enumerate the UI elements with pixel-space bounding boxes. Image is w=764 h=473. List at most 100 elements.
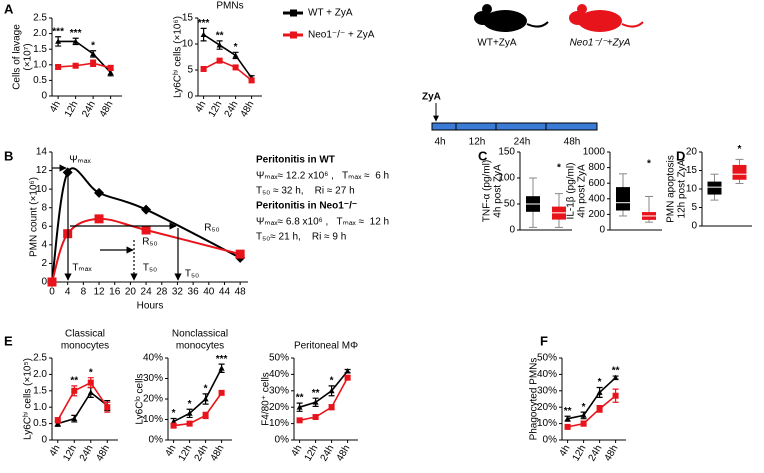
x-tick-label: 12h — [177, 443, 195, 463]
x-tick-label: 48h — [603, 443, 621, 463]
y-tick-label: 600 — [588, 178, 605, 189]
marker — [216, 42, 223, 48]
x-tick-label: 12h — [207, 99, 225, 119]
x-tick-label: 12h — [63, 99, 81, 119]
marker — [216, 57, 223, 64]
y-tick-label: 20 — [686, 147, 698, 158]
y-tick-label: 10 — [686, 184, 698, 195]
significance: *** — [52, 26, 64, 37]
series-line — [567, 395, 617, 428]
x-tick-label: 0 — [49, 287, 55, 298]
marker — [141, 225, 151, 235]
marker — [218, 365, 225, 371]
y-tick-label: 2.5 — [33, 353, 47, 364]
marker — [232, 64, 239, 71]
y-tick-label: 0 — [599, 225, 605, 236]
note: Peritonitis in WT — [256, 155, 335, 166]
y-tick-label: 150 — [498, 147, 515, 158]
y-tick-label: 0 — [509, 225, 515, 236]
box — [707, 181, 722, 195]
y-axis-label: Ly6Cʰⁱ cells (×10⁵) — [23, 358, 34, 440]
y-axis-label: IL-1β (pg/ml) — [566, 163, 577, 220]
y-tick-label: 800 — [588, 162, 605, 173]
marker — [612, 392, 619, 399]
x-tick-label: 48 — [235, 287, 247, 298]
annotation: T₅₀ — [143, 263, 157, 274]
marker — [580, 412, 587, 418]
panel-label: E — [4, 333, 13, 348]
y-tick-label: 30% — [143, 373, 163, 384]
y-tick-label: 50% — [269, 353, 289, 364]
y-tick-label: 2.5 — [33, 13, 47, 24]
significance: * — [204, 384, 208, 395]
marker — [71, 415, 78, 422]
significance: * — [647, 158, 651, 169]
chart-title: monocytes — [176, 341, 224, 352]
marker — [54, 417, 61, 424]
y-tick-label: 10% — [537, 418, 557, 429]
y-tick-label: 1000 — [583, 147, 606, 158]
note: T₅₀≈ 21 h, Ri ≈ 9 h — [256, 232, 346, 243]
timeline-label: 24h — [514, 137, 531, 148]
y-tick-label: 20% — [269, 402, 289, 413]
series-line — [58, 40, 112, 74]
x-tick-label: 4h — [289, 443, 304, 458]
legend-swatch — [290, 31, 297, 39]
marker — [296, 404, 303, 410]
y-axis-label: PMN apoptosis — [666, 155, 677, 223]
marker — [72, 62, 79, 69]
marker — [248, 77, 255, 84]
marker — [71, 387, 78, 394]
marker — [170, 418, 177, 424]
x-axis-label: Hours — [137, 301, 164, 312]
series-line — [58, 62, 111, 69]
y-axis-label: 4h post ZyA — [577, 164, 588, 218]
annotation: T₅₀ — [185, 269, 199, 280]
y-tick-label: 30% — [269, 385, 289, 396]
marker — [94, 214, 104, 224]
injection-label: ZyA — [422, 92, 441, 103]
timeline-label: 48h — [564, 137, 581, 148]
marker — [90, 60, 97, 67]
significance: ** — [216, 31, 224, 42]
x-tick-label: 44 — [219, 287, 231, 298]
marker — [200, 65, 207, 72]
x-tick-label: 24h — [319, 443, 337, 463]
significance: *** — [216, 354, 228, 365]
y-tick-label: 0% — [275, 435, 290, 446]
significance: * — [234, 42, 238, 53]
y-tick-label: 8 — [41, 202, 47, 213]
marker — [596, 405, 603, 412]
y-tick-label: 100 — [498, 173, 515, 184]
marker — [218, 389, 225, 396]
significance: * — [330, 376, 334, 387]
significance: *** — [70, 28, 82, 39]
significance: ** — [70, 376, 78, 387]
series-line — [203, 33, 253, 79]
significance: * — [89, 367, 93, 378]
mouse-label: WT+ZyA — [477, 38, 516, 49]
y-axis-label: Ly6Cʰⁱ cells (×10⁶) — [173, 16, 184, 98]
box — [616, 187, 630, 211]
series-line — [299, 370, 349, 408]
legend-label: WT + ZyA — [308, 8, 353, 19]
y-tick-label: 0 — [187, 91, 193, 102]
x-tick-label: 12h — [571, 443, 589, 463]
panel-label: B — [4, 148, 13, 163]
panel-label: F — [540, 333, 548, 348]
x-tick-label: 32 — [172, 287, 184, 298]
y-tick-label: 5 — [187, 65, 193, 76]
x-tick-label: 24 — [141, 287, 153, 298]
series-line — [567, 377, 617, 420]
y-tick-label: 2.0 — [33, 28, 47, 39]
x-tick-label: 48h — [239, 99, 257, 119]
x-tick-label: 4h — [48, 443, 63, 458]
y-tick-label: 0 — [41, 277, 47, 288]
y-tick-label: 400 — [588, 193, 605, 204]
annotation: R₅₀ — [204, 223, 219, 234]
x-tick-label: 48h — [98, 99, 116, 119]
y-tick-label: 50 — [504, 199, 516, 210]
y-tick-label: 50% — [537, 353, 557, 364]
significance: ** — [312, 388, 320, 399]
y-tick-label: 14 — [36, 147, 48, 158]
